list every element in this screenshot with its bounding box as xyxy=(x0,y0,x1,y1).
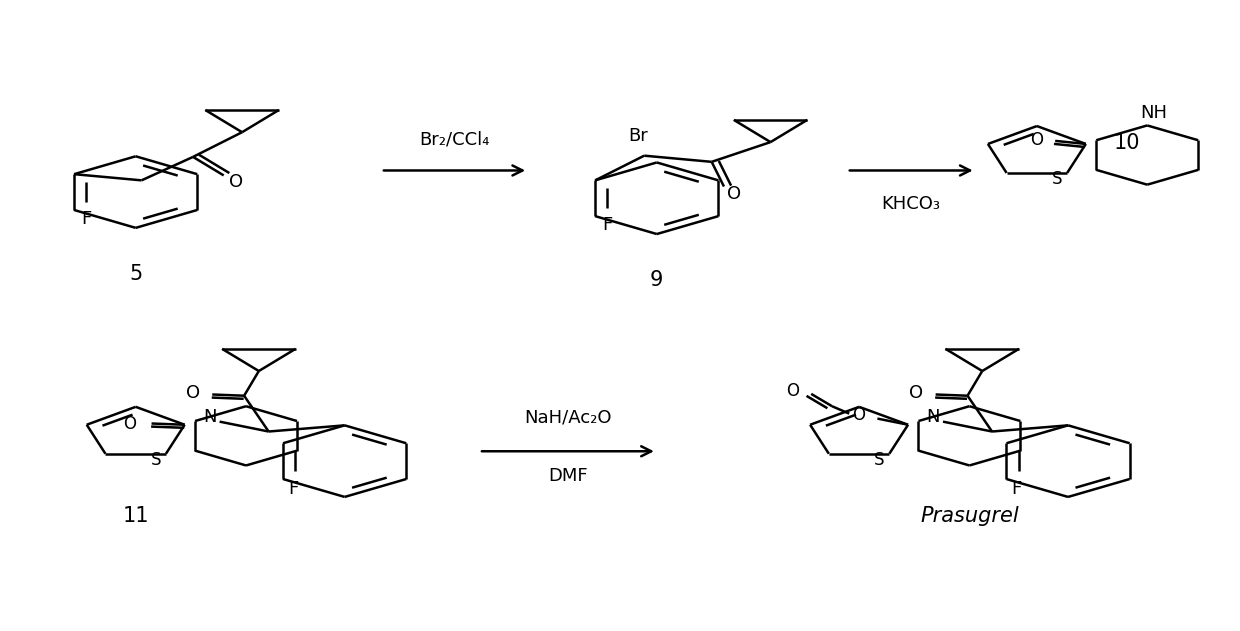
Text: N: N xyxy=(926,408,940,426)
Text: 11: 11 xyxy=(123,506,149,526)
Text: F: F xyxy=(603,216,613,234)
Text: F: F xyxy=(288,480,298,498)
Text: O: O xyxy=(727,185,740,203)
Text: O: O xyxy=(123,415,136,432)
Text: KHCO₃: KHCO₃ xyxy=(882,196,941,213)
Text: 10: 10 xyxy=(1114,133,1140,153)
Text: N: N xyxy=(203,408,217,426)
Text: 9: 9 xyxy=(650,270,663,290)
Text: O: O xyxy=(229,173,243,191)
Text: S: S xyxy=(874,451,885,469)
Text: NaH/Ac₂O: NaH/Ac₂O xyxy=(525,408,611,427)
Text: F: F xyxy=(82,210,92,228)
Text: O: O xyxy=(909,384,923,402)
Text: 5: 5 xyxy=(129,264,143,284)
Text: NH: NH xyxy=(1140,104,1167,122)
Text: F: F xyxy=(1011,480,1022,498)
Text: O: O xyxy=(1030,131,1043,149)
Text: Br₂/CCl₄: Br₂/CCl₄ xyxy=(419,131,490,149)
Text: O: O xyxy=(186,384,200,402)
Text: Br: Br xyxy=(629,127,649,145)
Text: S: S xyxy=(151,451,161,469)
Text: O: O xyxy=(786,382,800,401)
Text: S: S xyxy=(1052,170,1063,188)
Text: DMF: DMF xyxy=(548,467,588,485)
Text: Prasugrel: Prasugrel xyxy=(920,506,1019,526)
Text: O: O xyxy=(853,406,866,425)
